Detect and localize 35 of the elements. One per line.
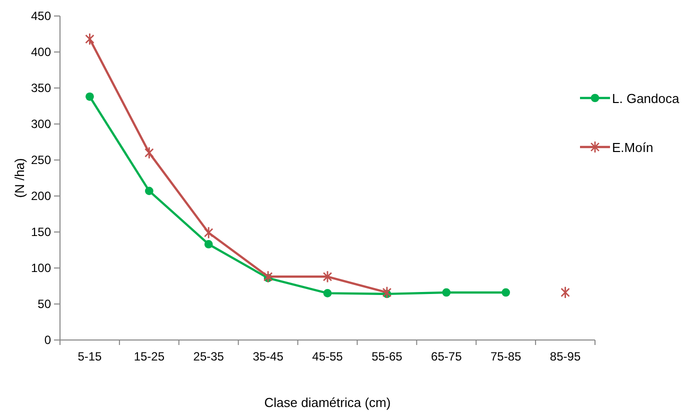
point	[144, 147, 154, 158]
y-tick-label: 400	[30, 44, 52, 59]
y-tick-label: 200	[30, 188, 52, 203]
x-tick-label: 65-75	[431, 350, 462, 364]
point	[560, 286, 570, 298]
point	[323, 289, 332, 298]
y-tick-label: 350	[30, 80, 52, 95]
point	[382, 286, 392, 298]
y-tick-label: 50	[38, 296, 52, 311]
x-tick-label: 75-85	[490, 350, 522, 364]
point	[502, 288, 510, 297]
y-tick-label: 250	[30, 152, 52, 167]
x-tick-label: 5-15	[78, 350, 102, 364]
point	[264, 271, 272, 282]
x-tick-label: 45-55	[312, 350, 344, 364]
x-tick-label: 25-35	[193, 350, 224, 364]
legend-label: E.Moín	[612, 140, 654, 155]
x-tick-label: 55-65	[372, 350, 403, 364]
y-tick-label: 100	[30, 260, 52, 275]
y-axis-title: (N /ha)	[12, 158, 27, 198]
point	[86, 92, 94, 101]
x-tick-label: 35-45	[252, 350, 284, 364]
x-axis-title: Clase diamétrica (cm)	[264, 395, 391, 410]
y-tick-label: 300	[30, 116, 52, 131]
point	[204, 227, 214, 238]
y-tick-label: 150	[30, 224, 52, 239]
y-tick-label: 0	[44, 332, 52, 347]
y-tick-label: 450	[30, 8, 52, 23]
point	[442, 288, 451, 297]
point	[204, 240, 213, 248]
x-tick-label: 15-25	[134, 350, 165, 364]
legend-label: L. Gandoca	[612, 91, 680, 106]
x-tick-label: 85-95	[550, 350, 581, 364]
point	[85, 33, 94, 45]
point	[144, 186, 154, 196]
